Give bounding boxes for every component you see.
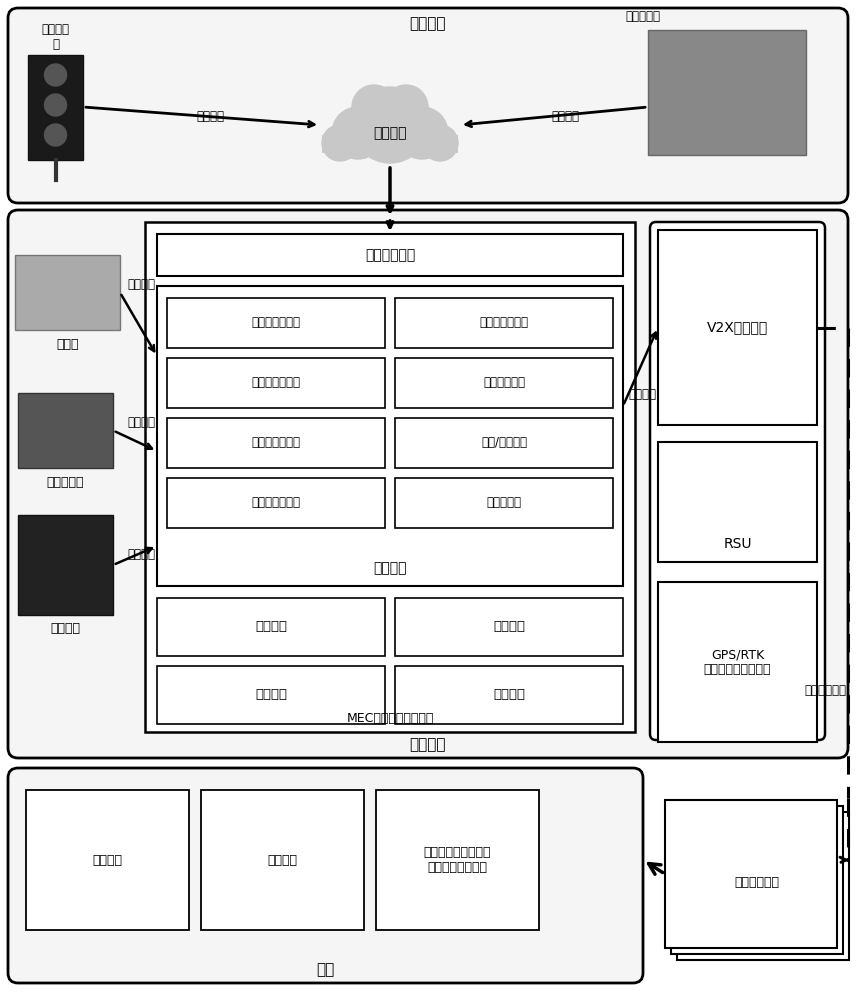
Bar bbox=[395, 358, 613, 408]
Bar bbox=[167, 298, 385, 348]
Text: 可行驶区域预测: 可行驶区域预测 bbox=[252, 496, 301, 510]
Text: 毫米波雷达: 毫米波雷达 bbox=[46, 476, 84, 488]
Bar bbox=[395, 478, 613, 528]
Text: 交通信息: 交通信息 bbox=[196, 109, 224, 122]
Bar bbox=[15, 255, 120, 330]
Text: 图像数据: 图像数据 bbox=[127, 278, 155, 292]
Text: 车辆: 车辆 bbox=[316, 962, 335, 978]
Bar bbox=[648, 30, 806, 155]
Bar bbox=[671, 806, 843, 954]
Bar bbox=[395, 298, 613, 348]
Text: 数据存储: 数据存储 bbox=[255, 688, 287, 702]
Text: 智能交通
灯: 智能交通 灯 bbox=[41, 23, 70, 51]
Bar bbox=[167, 358, 385, 408]
FancyBboxPatch shape bbox=[650, 222, 825, 740]
Text: RSU: RSU bbox=[723, 537, 752, 551]
Bar bbox=[677, 812, 849, 960]
Text: 智气气候站: 智气气候站 bbox=[625, 9, 661, 22]
Text: 云端设备: 云端设备 bbox=[410, 16, 446, 31]
Bar bbox=[26, 790, 189, 930]
Bar bbox=[395, 666, 623, 724]
Bar bbox=[395, 418, 613, 468]
Text: 自动标定: 自动标定 bbox=[493, 620, 525, 634]
Text: 交通杆识别: 交通杆识别 bbox=[486, 496, 521, 510]
Text: 车端感知信息: 车端感知信息 bbox=[734, 876, 779, 888]
Circle shape bbox=[352, 85, 396, 129]
Bar bbox=[658, 582, 817, 742]
Text: 激光雷达: 激光雷达 bbox=[51, 622, 81, 636]
Text: 决策规划: 决策规划 bbox=[267, 854, 297, 866]
Text: GPS/RTK
（用于定位与授时）: GPS/RTK （用于定位与授时） bbox=[704, 648, 771, 676]
Bar bbox=[167, 478, 385, 528]
Text: 感知信息: 感知信息 bbox=[628, 387, 656, 400]
Bar bbox=[201, 790, 364, 930]
Text: 云端数据: 云端数据 bbox=[374, 126, 407, 140]
Text: 自我诊断: 自我诊断 bbox=[493, 688, 525, 702]
Text: V2X通讯模块: V2X通讯模块 bbox=[707, 320, 768, 334]
Bar bbox=[157, 598, 385, 656]
Text: 路端感知信息: 路端感知信息 bbox=[804, 684, 846, 696]
Text: 点迹数据: 点迹数据 bbox=[127, 416, 155, 430]
Circle shape bbox=[45, 94, 66, 116]
Text: 交通标识牌识别: 交通标识牌识别 bbox=[252, 436, 301, 450]
Text: 车辆识别与跟踪: 车辆识别与跟踪 bbox=[252, 376, 301, 389]
Bar bbox=[28, 55, 83, 160]
Text: 车端感知信息和路端
感知信息深度融合: 车端感知信息和路端 感知信息深度融合 bbox=[423, 846, 491, 874]
Bar bbox=[395, 598, 623, 656]
Text: MEC（边缘计算单元）: MEC（边缘计算单元） bbox=[346, 712, 434, 726]
FancyBboxPatch shape bbox=[8, 8, 848, 203]
Text: 路端设备: 路端设备 bbox=[410, 738, 446, 752]
Bar bbox=[658, 442, 817, 562]
Circle shape bbox=[322, 125, 358, 161]
Circle shape bbox=[332, 107, 384, 159]
FancyBboxPatch shape bbox=[8, 210, 848, 758]
Bar bbox=[665, 800, 837, 948]
Text: 行人识别与跟踪: 行人识别与跟踪 bbox=[252, 316, 301, 330]
Bar bbox=[376, 790, 539, 930]
Circle shape bbox=[45, 64, 66, 86]
Bar bbox=[167, 418, 385, 468]
Text: 时间同步: 时间同步 bbox=[255, 620, 287, 634]
Text: 工地标志物识别: 工地标志物识别 bbox=[479, 316, 528, 330]
Text: 摄像头: 摄像头 bbox=[56, 338, 79, 351]
Circle shape bbox=[352, 87, 428, 163]
Circle shape bbox=[396, 107, 448, 159]
Bar bbox=[157, 666, 385, 724]
Circle shape bbox=[45, 124, 66, 146]
Text: 点云数据: 点云数据 bbox=[127, 548, 155, 562]
Bar bbox=[18, 393, 113, 468]
Text: 深度融合: 深度融合 bbox=[374, 561, 407, 575]
Text: 地面文字识别: 地面文字识别 bbox=[483, 376, 525, 389]
Bar bbox=[322, 135, 458, 153]
Bar bbox=[157, 234, 623, 276]
Circle shape bbox=[384, 85, 428, 129]
Text: 气象信息: 气象信息 bbox=[551, 109, 579, 122]
Circle shape bbox=[422, 125, 458, 161]
Text: 云端通讯接口: 云端通讯接口 bbox=[365, 248, 415, 262]
Bar bbox=[658, 230, 817, 425]
FancyBboxPatch shape bbox=[8, 768, 643, 983]
Bar bbox=[157, 286, 623, 586]
Bar bbox=[145, 222, 635, 732]
Text: 油液/水渍识别: 油液/水渍识别 bbox=[481, 436, 527, 450]
Bar bbox=[18, 515, 113, 615]
Text: 车辆控制: 车辆控制 bbox=[93, 854, 123, 866]
